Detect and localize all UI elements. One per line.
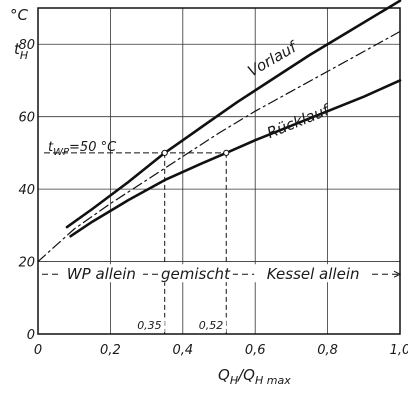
twp-label: tWP=50 °C bbox=[48, 140, 117, 158]
twp-label-sub: WP bbox=[53, 147, 70, 158]
twp-label-main: t bbox=[48, 140, 54, 155]
grid bbox=[38, 8, 400, 334]
y-tick-label-40: 40 bbox=[18, 183, 35, 198]
plot-frame bbox=[37, 7, 401, 335]
region-label-bg-wp-allein bbox=[59, 264, 144, 283]
point-label-0-52: 0,52 bbox=[199, 319, 224, 332]
x-axis-label-sep: /Q bbox=[236, 366, 255, 384]
series-line-dash-dot-2 bbox=[37, 30, 401, 263]
band-arrow-end bbox=[393, 270, 402, 278]
y-tick-label-60: 60 bbox=[18, 111, 35, 126]
y-axis-label-main: t bbox=[14, 40, 21, 58]
region-label-wp-allein: WP allein bbox=[67, 265, 136, 283]
point-label-0-35: 0,35 bbox=[137, 319, 162, 332]
x-axis-label-sub2: H max bbox=[255, 374, 291, 387]
x-axis-label: QH/QH max bbox=[218, 366, 291, 387]
y-tick-label-80: 80 bbox=[18, 38, 35, 53]
y-axis-label-sub: H bbox=[20, 49, 28, 62]
point-label-bg-0-52 bbox=[200, 317, 227, 332]
y-axis-label: tH bbox=[14, 40, 28, 62]
x-tick-labels: 0 0,2 0,4 0,6 0,8 1,0 bbox=[34, 343, 408, 358]
region-label-gemischt: gemischt bbox=[161, 265, 231, 283]
point-label-bg-0-35 bbox=[138, 317, 165, 332]
point-marker-0-52 bbox=[223, 149, 230, 156]
region-label-kessel-allein: Kessel allein bbox=[267, 265, 360, 283]
x-axis-label-q1: Q bbox=[218, 366, 230, 384]
x-tick-label-0-6: 0,6 bbox=[245, 343, 266, 358]
series-label-vorlauf: Vorlauf bbox=[245, 37, 302, 80]
series-line-vorlauf bbox=[65, 0, 402, 229]
x-tick-label-0-8: 0,8 bbox=[317, 343, 338, 358]
y-tick-label-20: 20 bbox=[18, 256, 35, 271]
y-unit-label: °C bbox=[10, 6, 29, 24]
x-tick-label-0-2: 0,2 bbox=[100, 343, 121, 358]
region-label-bg-gemischt bbox=[158, 264, 233, 283]
x-tick-label-0-4: 0,4 bbox=[172, 343, 193, 358]
x-tick-label-1-0: 1,0 bbox=[390, 343, 408, 358]
x-tick-label-0: 0 bbox=[34, 343, 42, 358]
twp-label-rest: =50 °C bbox=[69, 140, 117, 155]
annotations: 0,35 0,52 WP allein gemischt Kessel allein bbox=[42, 149, 402, 334]
y-tick-labels: 0 20 40 60 80 bbox=[18, 38, 35, 343]
point-marker-0-35 bbox=[161, 149, 168, 156]
region-label-bg-kessel-allein bbox=[254, 264, 373, 283]
x-axis-label-sub1: H bbox=[230, 374, 238, 387]
y-tick-label-0: 0 bbox=[27, 328, 35, 343]
series: Vorlauf Rücklauf bbox=[37, 0, 402, 263]
axes bbox=[37, 7, 401, 335]
series-label-r-cklauf: Rücklauf bbox=[264, 100, 334, 142]
